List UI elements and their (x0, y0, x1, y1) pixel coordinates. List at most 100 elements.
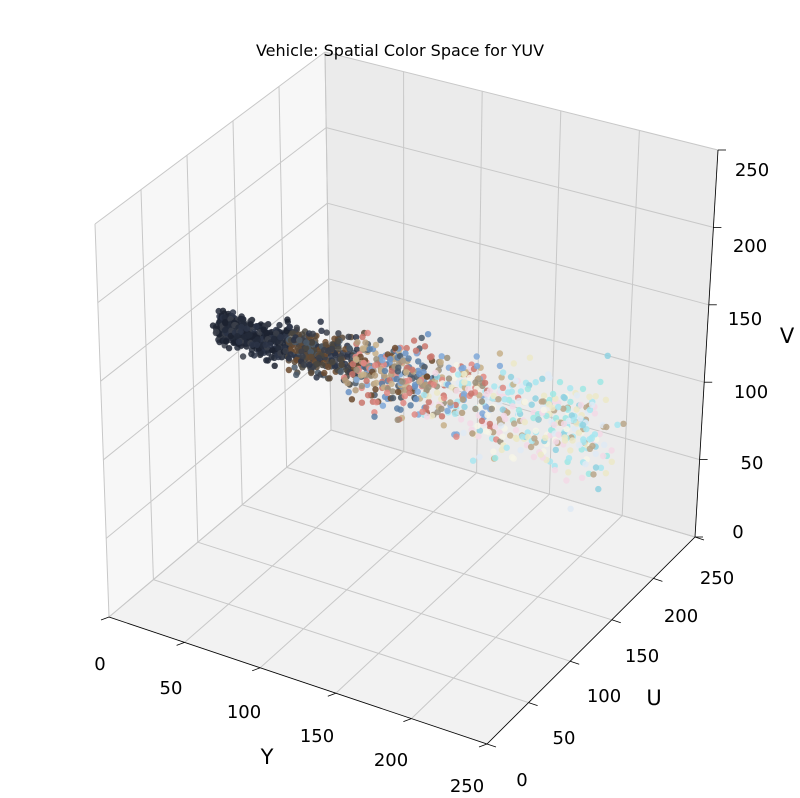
scatter-point (282, 347, 289, 355)
scatter-point (322, 341, 330, 348)
scatter-point (277, 333, 284, 341)
back-wall-grid-line (328, 278, 705, 383)
scatter-point (358, 382, 365, 390)
scatter-point (461, 403, 468, 411)
scatter-point (329, 341, 336, 348)
scatter-point (433, 389, 441, 396)
scatter-point (551, 466, 559, 474)
scatter-point (573, 406, 580, 413)
scatter-point (338, 361, 345, 369)
scatter-point (414, 388, 421, 395)
scatter-point (284, 318, 291, 326)
scatter-point (490, 429, 497, 436)
scatter-point (379, 402, 387, 409)
scatter-point (325, 363, 332, 371)
scatter-point (430, 381, 437, 388)
scatter-point (354, 338, 361, 346)
scatter-point (577, 401, 585, 409)
scatter-point (540, 392, 548, 399)
scatter-point (223, 338, 230, 345)
scatter-point (473, 362, 481, 370)
scatter-point (318, 327, 325, 334)
y-axis-line (486, 536, 696, 745)
scatter-point (321, 369, 328, 377)
scatter-point (481, 379, 489, 387)
grid-lines (94, 51, 719, 745)
scatter-point (419, 408, 426, 415)
scatter-point (303, 339, 310, 346)
x-tick-label: 0 (94, 654, 105, 675)
scatter-point (425, 398, 432, 406)
scatter-point (321, 346, 328, 354)
scatter-point (335, 345, 342, 353)
y-tick-label: 200 (664, 606, 698, 627)
scatter-point (440, 422, 447, 429)
scatter-point (560, 420, 568, 428)
scatter-point (509, 403, 516, 410)
y-tick-label: 0 (516, 770, 527, 791)
scatter-point (394, 416, 401, 423)
scatter-point (569, 437, 576, 444)
x-tick-label: 150 (300, 726, 334, 747)
scatter-point (602, 470, 610, 477)
scatter-point (425, 384, 432, 391)
scatter-point (391, 344, 399, 352)
scatter-point (421, 343, 429, 350)
scatter-point (416, 378, 423, 385)
scatter-point (264, 357, 271, 364)
scatter-point (453, 433, 460, 440)
scatter-point (517, 388, 525, 395)
scatter-point (329, 358, 336, 366)
scatter-point (552, 446, 559, 454)
scatter-point (592, 393, 599, 400)
scatter-point (466, 374, 473, 381)
scatter-point (423, 373, 431, 380)
scatter-point (397, 406, 404, 413)
scatter-point (239, 353, 247, 360)
scatter-point (213, 328, 220, 336)
scatter-point (246, 331, 253, 338)
scatter-point (271, 362, 278, 369)
scatter-point (420, 391, 428, 399)
scatter-point (293, 371, 300, 379)
scatter-point (540, 398, 547, 405)
scatter-point (467, 420, 474, 427)
scatter-point (510, 360, 517, 367)
scatter-point (499, 384, 507, 391)
scatter-point (453, 362, 460, 369)
scatter-point (573, 392, 581, 399)
scatter-point (243, 325, 250, 332)
floor-grid-line (153, 579, 529, 704)
scatter-point (597, 378, 604, 386)
left-wall-pane (95, 52, 331, 617)
scatter-point (221, 326, 229, 334)
scatter-point (551, 421, 558, 428)
scatter-point (263, 329, 270, 336)
scatter-point (373, 399, 380, 406)
scatter-point (348, 396, 356, 403)
scatter-point (528, 401, 535, 408)
scatter-point (592, 464, 600, 471)
scatter-point (394, 388, 402, 396)
scatter-point (519, 433, 526, 440)
scatter-point (577, 415, 584, 422)
scatter-point (600, 452, 607, 460)
scatter-point (399, 378, 406, 385)
scatter-point (273, 330, 280, 337)
scatter-point (589, 442, 596, 450)
scatter-point (416, 370, 423, 377)
scatter-point (234, 333, 241, 340)
scatter-point (567, 505, 574, 512)
scatter-point (571, 425, 578, 432)
z-tick-label: 200 (733, 236, 767, 257)
back-wall-grid-line (326, 127, 714, 228)
scatter-point (478, 398, 486, 405)
scatter-point (567, 385, 574, 392)
scatter-point (428, 412, 436, 420)
x-tick-mark (252, 667, 261, 672)
scatter-point (346, 344, 353, 352)
floor-grid-line (411, 515, 623, 719)
scatter-point (479, 410, 486, 417)
